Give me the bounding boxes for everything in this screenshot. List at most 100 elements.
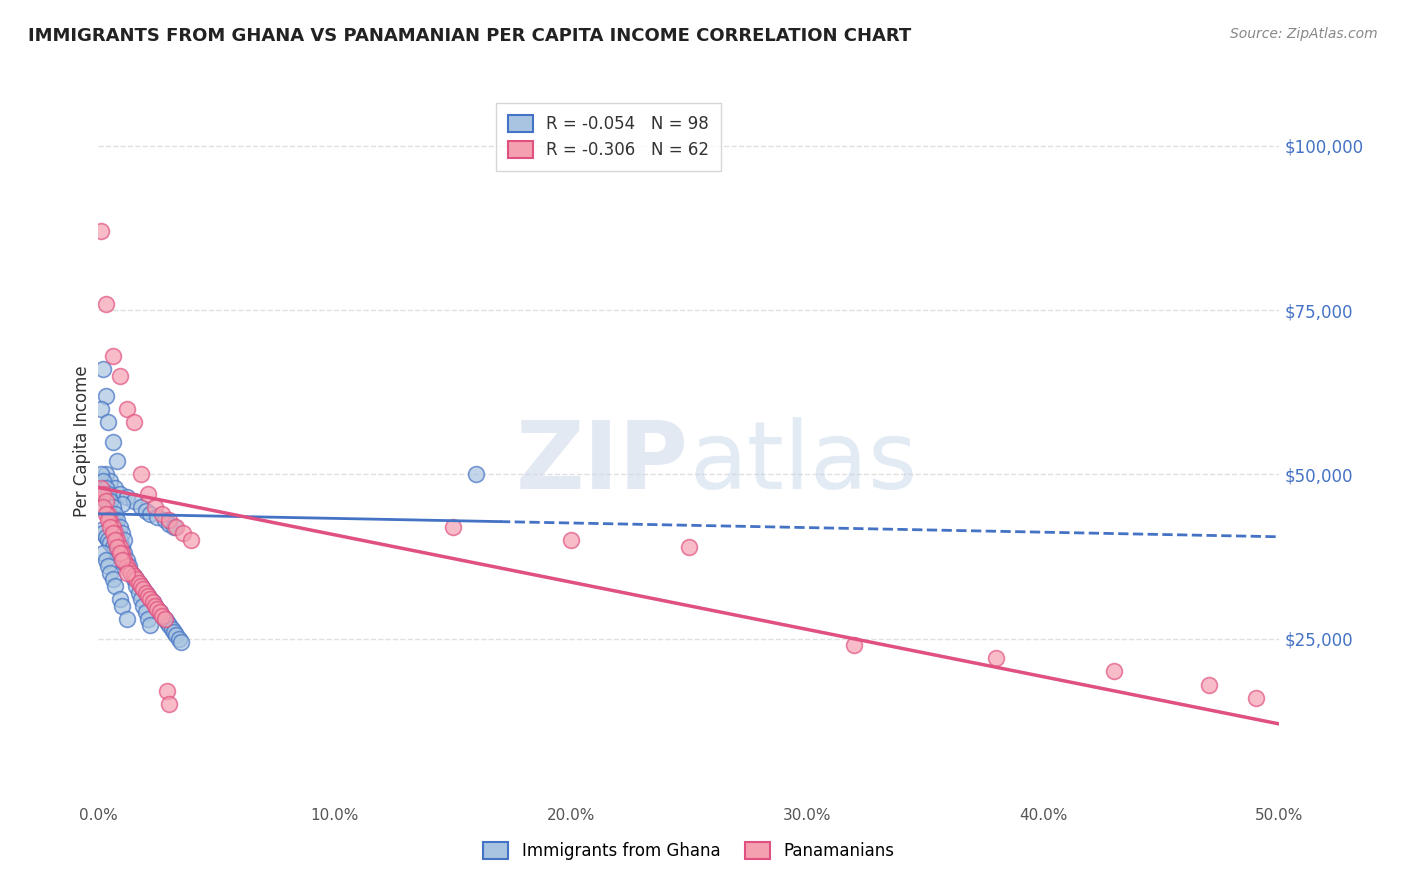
Point [101, 513, 124, 527]
Point [135, 605, 157, 619]
Point [91, 362, 114, 376]
Point [125, 573, 148, 587]
Point [115, 566, 138, 580]
Point [98, 493, 121, 508]
Point [167, 632, 190, 646]
Point [115, 559, 138, 574]
Point [157, 698, 180, 712]
Point [121, 566, 143, 580]
Point [111, 526, 134, 541]
Point [150, 608, 173, 623]
Point [101, 500, 124, 515]
Point [104, 520, 127, 534]
Point [139, 592, 162, 607]
Point [170, 635, 193, 649]
Point [139, 592, 162, 607]
Point [115, 612, 138, 626]
Point [97, 513, 120, 527]
Point [94, 296, 117, 310]
Text: atlas: atlas [689, 417, 917, 509]
Point [118, 563, 141, 577]
Point [94, 553, 117, 567]
Point [104, 533, 127, 547]
Point [122, 493, 145, 508]
Point [90, 224, 112, 238]
Point [108, 592, 131, 607]
Point [90, 523, 112, 537]
Point [150, 507, 173, 521]
Text: IMMIGRANTS FROM GHANA VS PANAMANIAN PER CAPITA INCOME CORRELATION CHART: IMMIGRANTS FROM GHANA VS PANAMANIAN PER … [28, 27, 911, 45]
Point [129, 579, 152, 593]
Point [129, 500, 152, 515]
Point [163, 625, 186, 640]
Point [98, 474, 121, 488]
Point [146, 602, 169, 616]
Point [111, 540, 134, 554]
Point [105, 533, 128, 547]
Point [149, 605, 172, 619]
Point [132, 599, 155, 613]
Point [129, 467, 152, 482]
Point [143, 500, 166, 515]
Point [97, 533, 120, 547]
Point [135, 585, 157, 599]
Point [128, 575, 150, 590]
Point [97, 415, 120, 429]
Point [101, 349, 124, 363]
Point [101, 540, 124, 554]
Point [108, 540, 131, 554]
Point [1102, 665, 1125, 679]
Point [135, 585, 157, 599]
Point [156, 615, 179, 630]
Point [115, 559, 138, 574]
Point [122, 569, 145, 583]
Point [101, 526, 124, 541]
Point [101, 434, 124, 449]
Point [172, 526, 194, 541]
Point [98, 536, 121, 550]
Point [157, 618, 180, 632]
Point [94, 388, 117, 402]
Point [136, 612, 159, 626]
Point [139, 507, 162, 521]
Point [112, 553, 135, 567]
Point [146, 602, 169, 616]
Point [108, 368, 131, 383]
Point [146, 510, 169, 524]
Point [97, 487, 120, 501]
Point [91, 487, 114, 501]
Point [157, 513, 180, 527]
Point [118, 563, 141, 577]
Point [105, 546, 128, 560]
Point [111, 553, 134, 567]
Point [1244, 690, 1267, 705]
Point [122, 415, 145, 429]
Point [105, 540, 128, 554]
Point [111, 553, 134, 567]
Point [108, 549, 131, 564]
Point [984, 651, 1007, 665]
Point [1198, 677, 1220, 691]
Point [101, 520, 124, 534]
Point [129, 579, 152, 593]
Point [132, 582, 155, 597]
Point [97, 500, 120, 515]
Point [156, 684, 179, 698]
Point [94, 507, 117, 521]
Point [136, 487, 159, 501]
Point [90, 401, 112, 416]
Point [153, 612, 176, 626]
Point [94, 493, 117, 508]
Point [105, 454, 128, 468]
Point [101, 573, 124, 587]
Point [143, 599, 166, 613]
Text: Source: ZipAtlas.com: Source: ZipAtlas.com [1230, 27, 1378, 41]
Point [98, 513, 121, 527]
Point [121, 566, 143, 580]
Point [108, 520, 131, 534]
Point [90, 481, 112, 495]
Point [91, 500, 114, 515]
Point [844, 638, 866, 652]
Point [98, 566, 121, 580]
Point [150, 608, 173, 623]
